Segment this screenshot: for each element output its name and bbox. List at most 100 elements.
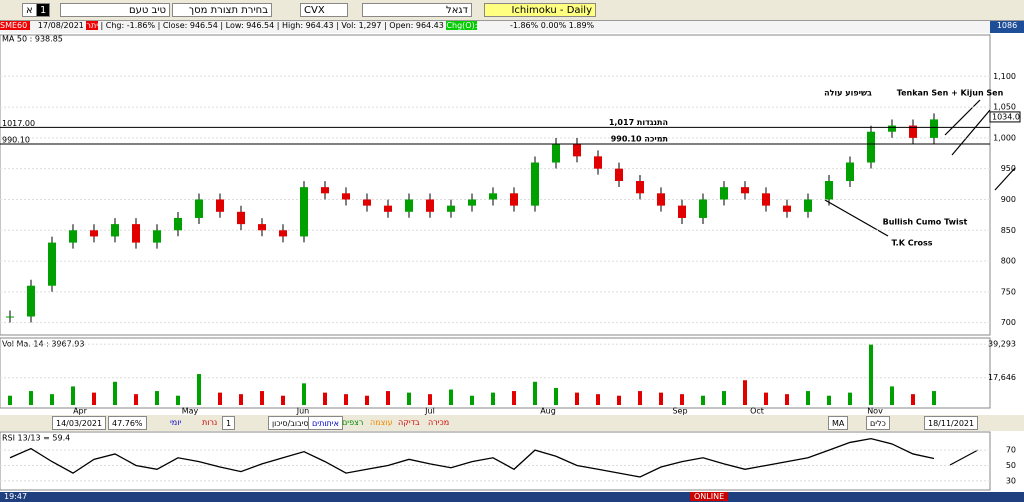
candle (426, 199, 434, 212)
start-date[interactable]: 14/03/2021 (52, 416, 107, 430)
level-label: 990.10 (2, 135, 30, 144)
volume-bar (386, 391, 390, 405)
date: 17/08/2021 (37, 21, 84, 30)
signals[interactable]: איתותים (308, 416, 343, 430)
screen-setup[interactable]: בחירת תצורת מסך (172, 3, 272, 17)
volume-bar (113, 381, 117, 405)
volume-bar (281, 395, 285, 405)
candle (615, 168, 623, 181)
annotation: בשיפוע עולה (824, 89, 872, 98)
candle (783, 205, 791, 212)
strength[interactable]: עוצמה (370, 418, 393, 427)
volume-bar (218, 392, 222, 405)
volume-bar (638, 391, 642, 405)
month-label: Sep (672, 407, 687, 416)
symbol-select[interactable]: CVX (300, 3, 348, 17)
y-tick-label: 1,000 (993, 133, 1016, 142)
volume-bar (722, 391, 726, 405)
bottom-bar (0, 415, 1024, 431)
price-panel (0, 34, 991, 336)
candle (405, 199, 413, 212)
volume-bar (848, 392, 852, 405)
count[interactable]: 1 (222, 416, 236, 430)
candle (237, 211, 245, 225)
candle (279, 230, 287, 237)
volume-bar (71, 386, 75, 405)
num-button[interactable]: 1 (36, 3, 51, 17)
rsi-panel (0, 431, 991, 491)
candle (846, 162, 854, 181)
volume-bar (743, 380, 747, 405)
y-tick-label: 1,100 (993, 72, 1016, 81)
y-tick-label: 800 (1001, 257, 1016, 266)
candle (321, 187, 329, 194)
end-date[interactable]: 18/11/2021 (924, 416, 979, 430)
volume-bar (50, 394, 54, 405)
candle (825, 180, 833, 200)
account-select[interactable]: טיב טעם (60, 3, 170, 17)
last-price-label: 1034.0 (992, 112, 1020, 121)
candle (867, 131, 875, 163)
period[interactable]: יומי (170, 418, 182, 427)
candles[interactable]: נרות (202, 418, 218, 427)
volume-bar (827, 395, 831, 405)
candle (468, 199, 476, 206)
volume-bar (680, 394, 684, 405)
candle (657, 193, 665, 206)
candle (552, 144, 560, 163)
sequences[interactable]: רצפים (342, 418, 364, 427)
annotation: Tenkan Sen + Kijun Sen (897, 89, 1004, 98)
candle (90, 230, 98, 237)
volume-bar (428, 394, 432, 405)
candle (804, 199, 812, 212)
candle (699, 199, 707, 218)
candle (636, 180, 644, 194)
lang-button[interactable]: א (22, 3, 37, 17)
volume-bar (239, 394, 243, 405)
open: Open: 964.43 (389, 21, 444, 30)
vol: Vol: 1,297 (341, 21, 382, 30)
volume-bar (197, 374, 201, 405)
annotation: Bullish Cumo Twist (883, 218, 968, 227)
candle (300, 187, 308, 237)
candle (216, 199, 224, 212)
volume-bar (344, 394, 348, 405)
y-tick-label: 17,646 (988, 373, 1016, 382)
symbol-name[interactable]: דגאל (362, 3, 472, 17)
last-price-box (989, 111, 1021, 123)
tools[interactable]: כלים (866, 416, 890, 430)
month-label: Jul (424, 407, 435, 416)
y-tick-label: 50 (1006, 461, 1016, 470)
volume-bar (575, 392, 579, 405)
candle (930, 119, 938, 138)
candle (678, 205, 686, 218)
chart: MA 50 : 938.85 700 750 800 850 900 950 1,000 1,0… (0, 34, 1021, 491)
volume-bar (701, 395, 705, 405)
candle (363, 199, 371, 206)
month-label: Nov (867, 407, 883, 416)
y-tick-label: 900 (1001, 195, 1016, 204)
volume-bar (932, 391, 936, 405)
y-tick-label: 39,293 (988, 340, 1016, 349)
study-select[interactable]: Ichimoku - Daily (484, 3, 596, 17)
volume-bar (260, 391, 264, 405)
zoom[interactable]: 47.76% (108, 416, 147, 430)
candle (447, 205, 455, 212)
sell[interactable]: מכירה (428, 418, 450, 427)
level-text: תמיכה 990.10 (611, 134, 668, 143)
volume-bar (323, 392, 327, 405)
candle (762, 193, 770, 206)
volume-bar (764, 392, 768, 405)
volume-bar (365, 395, 369, 405)
candle (909, 125, 917, 138)
check[interactable]: בדיקה (398, 418, 420, 427)
candle (489, 193, 497, 200)
candle (153, 230, 161, 243)
candle (132, 224, 140, 243)
risk[interactable]: סיבוב/סיכון (268, 416, 313, 430)
ma-button[interactable]: MA (828, 416, 849, 430)
volume-bar (491, 392, 495, 405)
level-label: 1017.00 (2, 119, 35, 128)
volume-bar (659, 392, 663, 405)
